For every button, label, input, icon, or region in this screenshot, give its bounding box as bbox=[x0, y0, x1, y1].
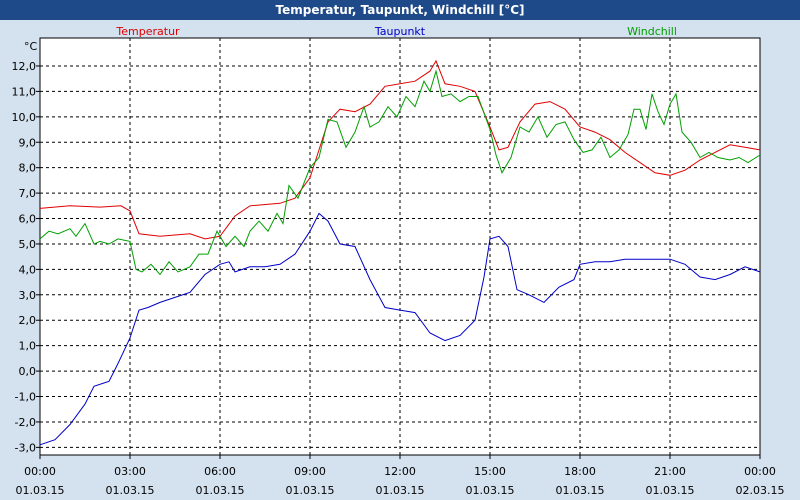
y-tick-label: 6,0 bbox=[19, 213, 37, 226]
series-line-temperatur bbox=[39, 59, 761, 240]
y-tick-label: 1,0 bbox=[19, 340, 37, 353]
x-tick-date-label: 01.03.15 bbox=[196, 484, 245, 497]
legend: Temperatur Taupunkt Windchill bbox=[115, 25, 677, 38]
legend-entry-taupunkt: Taupunkt bbox=[374, 25, 426, 38]
y-tick-label: 10,0 bbox=[12, 111, 37, 124]
y-axis: -3,0 -2,0 -1,0 0,0 1,0 2,0 3,0 4,0 5,0 6,0 7,0 8,0 9… bbox=[12, 60, 40, 454]
y-tick-label: 8,0 bbox=[19, 162, 37, 175]
y-tick-label: 7,0 bbox=[19, 187, 37, 200]
x-tick-date-label: 01.03.15 bbox=[556, 484, 605, 497]
series-line-taupunkt bbox=[39, 212, 761, 446]
y-unit-label: °C bbox=[24, 40, 38, 53]
legend-entry-windchill: Windchill bbox=[627, 25, 677, 38]
chart-title: Temperatur, Taupunkt, Windchill [°C] bbox=[0, 0, 800, 20]
y-tick-label: 2,0 bbox=[19, 314, 37, 327]
y-tick-label: 5,0 bbox=[19, 238, 37, 251]
series-line-windchill bbox=[39, 69, 761, 276]
y-tick-label: -2,0 bbox=[15, 416, 36, 429]
x-tick-date-label: 01.03.15 bbox=[646, 484, 695, 497]
y-tick-label: -1,0 bbox=[15, 391, 36, 404]
plot-area bbox=[39, 37, 761, 456]
x-tick-time-label: 18:00 bbox=[564, 465, 596, 478]
x-tick-date-label: 01.03.15 bbox=[286, 484, 335, 497]
x-tick-time-label: 03:00 bbox=[114, 465, 146, 478]
x-tick-time-label: 00:00 bbox=[24, 465, 56, 478]
y-tick-label: 12,0 bbox=[12, 60, 37, 73]
x-tick-time-label: 15:00 bbox=[474, 465, 506, 478]
y-tick-label: 3,0 bbox=[19, 289, 37, 302]
y-tick-label: 4,0 bbox=[19, 263, 37, 276]
x-tick-time-label: 12:00 bbox=[384, 465, 416, 478]
y-tick-label: 9,0 bbox=[19, 136, 37, 149]
x-tick-time-label: 06:00 bbox=[204, 465, 236, 478]
x-tick-date-label: 01.03.15 bbox=[16, 484, 65, 497]
legend-entry-temperatur: Temperatur bbox=[115, 25, 180, 38]
x-tick-time-label: 00:00 bbox=[744, 465, 776, 478]
x-tick-date-label: 01.03.15 bbox=[106, 484, 155, 497]
y-tick-label: 11,0 bbox=[12, 85, 37, 98]
chart-canvas: -3,0 -2,0 -1,0 0,0 1,0 2,0 3,0 4,0 5,0 6,0 7,0 8,0 9… bbox=[12, 25, 785, 497]
y-tick-label: 0,0 bbox=[19, 365, 37, 378]
x-tick-date-label: 01.03.15 bbox=[466, 484, 515, 497]
x-tick-date-label: 01.03.15 bbox=[376, 484, 425, 497]
series-lines bbox=[39, 59, 761, 446]
x-tick-time-label: 21:00 bbox=[654, 465, 686, 478]
x-axis: 00:00 01.03.15 03:00 01.03.15 06:00 01.03.15 0… bbox=[16, 455, 785, 497]
x-tick-date-label: 02.03.15 bbox=[736, 484, 785, 497]
x-tick-time-label: 09:00 bbox=[294, 465, 326, 478]
y-tick-label: -3,0 bbox=[15, 441, 36, 454]
grid-lines bbox=[40, 38, 760, 455]
